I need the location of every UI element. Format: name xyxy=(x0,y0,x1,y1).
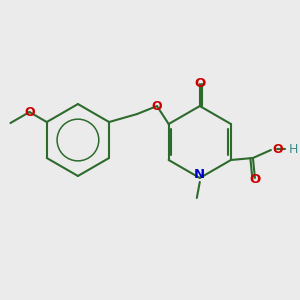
Text: O: O xyxy=(194,76,206,90)
Text: O: O xyxy=(249,173,261,187)
Text: N: N xyxy=(194,169,206,182)
Text: O: O xyxy=(152,100,162,112)
Text: H: H xyxy=(289,142,298,155)
Text: O: O xyxy=(272,142,283,155)
Text: O: O xyxy=(24,106,35,118)
